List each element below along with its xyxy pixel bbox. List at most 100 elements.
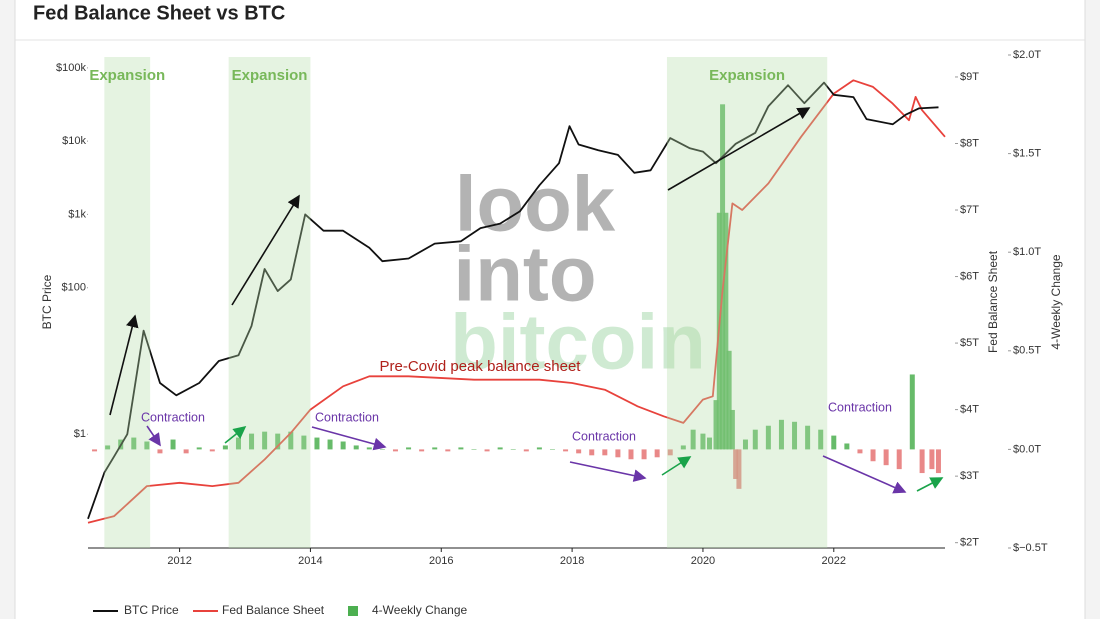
y2-tick-label: $4T — [960, 404, 979, 416]
bar — [909, 374, 915, 450]
bar — [628, 449, 634, 460]
bar — [379, 449, 385, 450]
legend-label: Fed Balance Sheet — [222, 603, 325, 617]
bar — [536, 447, 542, 450]
arrow — [822, 455, 907, 494]
y2-tick-label: $2T — [960, 537, 979, 549]
y2-axis-title: Fed Balance Sheet — [986, 250, 1000, 353]
expansion-label: Expansion — [232, 67, 308, 84]
arrow — [661, 456, 692, 476]
y-tick-label: $100k — [56, 62, 86, 74]
bar — [183, 449, 189, 454]
arrows — [109, 107, 944, 494]
bar — [484, 449, 490, 452]
bar — [576, 449, 582, 454]
bar — [249, 433, 255, 450]
arrow — [224, 426, 247, 444]
expansion-label: Expansion — [709, 67, 785, 84]
bar — [222, 445, 228, 450]
arrow — [311, 426, 387, 451]
bar — [170, 439, 176, 450]
arrow — [109, 314, 139, 416]
bar — [549, 449, 555, 450]
y2-tick-label: $5T — [960, 337, 979, 349]
bar — [919, 449, 925, 474]
y3-tick-label: $0.0T — [1013, 443, 1041, 455]
arrow — [916, 477, 944, 492]
bar — [778, 419, 784, 450]
bar — [235, 437, 241, 450]
arrow — [231, 194, 300, 306]
bar — [733, 449, 739, 479]
bar — [353, 445, 359, 450]
bar — [667, 449, 673, 456]
arrow — [667, 107, 811, 191]
arrow — [146, 425, 161, 447]
bar — [445, 449, 451, 452]
y-tick-label: $1 — [74, 428, 86, 440]
bar — [497, 447, 503, 450]
bar — [935, 449, 941, 474]
bar — [805, 425, 811, 450]
y-tick-label: $100 — [62, 282, 86, 294]
bar — [196, 447, 202, 450]
y2-tick-label: $3T — [960, 470, 979, 482]
watermark: bitcoin — [450, 298, 706, 386]
bar — [831, 435, 837, 450]
bar — [589, 449, 595, 456]
annotation: Pre-Covid peak balance sheet — [380, 358, 582, 375]
bar — [726, 350, 732, 450]
bar — [288, 431, 294, 450]
bar — [366, 447, 372, 450]
annotation: Contraction — [141, 410, 205, 424]
bar — [301, 435, 307, 450]
bar — [713, 400, 719, 450]
bar — [262, 431, 268, 450]
bar — [723, 212, 729, 450]
bar — [105, 445, 111, 450]
bar — [765, 425, 771, 450]
bar — [641, 449, 647, 460]
x-tick-label: 2018 — [560, 555, 584, 567]
bar — [870, 449, 876, 462]
y3-axis-title: 4-Weekly Change — [1049, 254, 1063, 349]
y2-tick-label: $7T — [960, 204, 979, 216]
bar — [680, 445, 686, 450]
bar — [157, 449, 163, 454]
y2-tick-label: $9T — [960, 71, 979, 83]
chart-title: Fed Balance Sheet vs BTC — [33, 2, 285, 24]
x-tick-label: 2012 — [167, 555, 191, 567]
bar — [896, 449, 902, 470]
bar — [392, 449, 398, 452]
expansion-band — [228, 57, 311, 548]
bar — [615, 449, 621, 458]
legend-label: 4-Weekly Change — [372, 603, 467, 617]
y3-tick-label: $1.5T — [1013, 148, 1041, 160]
bar — [792, 421, 798, 450]
bar — [706, 437, 712, 450]
line — [87, 81, 939, 520]
y2-tick-label: $6T — [960, 270, 979, 282]
bar — [720, 104, 726, 450]
bar — [275, 433, 281, 450]
y3-tick-label: $0.5T — [1013, 345, 1041, 357]
bar — [857, 449, 863, 454]
bar — [209, 449, 215, 452]
line — [87, 79, 946, 524]
x-tick-label: 2020 — [691, 555, 715, 567]
legend-swatch — [348, 606, 358, 616]
bar — [654, 449, 660, 458]
x-tick-label: 2014 — [298, 555, 322, 567]
x-tick-label: 2022 — [822, 555, 846, 567]
bar — [458, 447, 464, 450]
bar — [883, 449, 889, 466]
y3-tick-label: $1.0T — [1013, 246, 1041, 258]
card — [14, 0, 1086, 619]
bar — [314, 437, 320, 450]
y2-tick-label: $8T — [960, 137, 979, 149]
expansion-band — [104, 57, 151, 548]
bar — [844, 443, 850, 450]
